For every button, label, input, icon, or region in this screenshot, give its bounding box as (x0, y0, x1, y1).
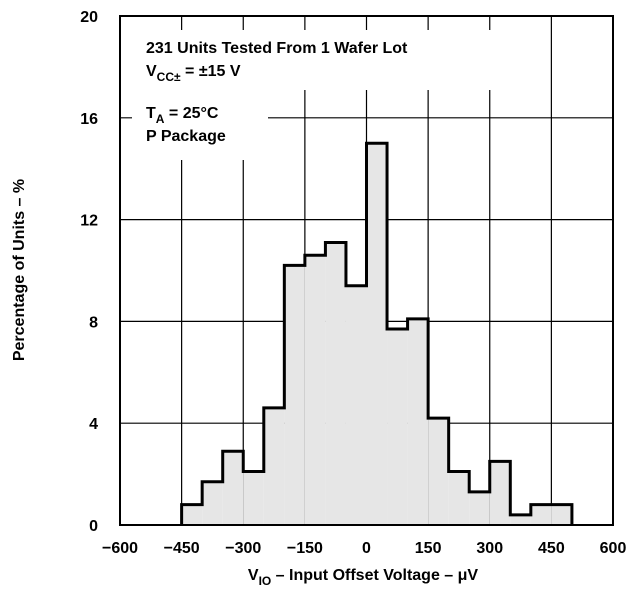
histogram-bar (222, 451, 244, 525)
annotation-box (132, 30, 502, 90)
y-tick-label: 12 (80, 213, 98, 230)
histogram-bar (345, 285, 367, 525)
histogram-bar (428, 418, 449, 525)
histogram-bar (202, 481, 223, 525)
histogram-bar (325, 242, 346, 525)
histogram-bar (469, 491, 490, 525)
histogram-bar (243, 471, 264, 525)
histogram-bar (387, 329, 408, 525)
x-tick-label: 150 (415, 540, 442, 557)
annotation-vcc: VCC± = ±15 V (146, 63, 241, 84)
x-tick-labels: −600 −450 −300 −150 0 150 300 450 600 (102, 540, 626, 557)
histogram-bar (366, 143, 388, 525)
x-tick-label: 300 (476, 540, 503, 557)
y-axis-title: Percentage of Units – % (11, 179, 28, 361)
x-tick-label: 0 (362, 540, 371, 557)
histogram-bar (263, 407, 285, 525)
annotation-package: P Package (146, 128, 226, 145)
x-tick-label: −600 (102, 540, 138, 557)
x-tick-label: 600 (600, 540, 627, 557)
y-tick-labels: 0 4 8 12 16 20 (80, 9, 98, 535)
annotation-units-tested: 231 Units Tested From 1 Wafer Lot (146, 40, 408, 57)
y-tick-label: 16 (80, 111, 98, 128)
x-tick-label: −300 (225, 540, 261, 557)
histogram-bar (407, 318, 429, 525)
histogram-bar (510, 514, 531, 525)
histogram-bar (284, 265, 305, 525)
histogram-bar (448, 471, 470, 525)
histogram-bar (530, 504, 552, 525)
annotation-ta: TA = 25°C (146, 105, 219, 126)
y-tick-label: 8 (89, 314, 98, 331)
y-tick-label: 4 (89, 416, 98, 433)
histogram-bar (551, 504, 572, 525)
x-tick-label: −450 (164, 540, 200, 557)
x-axis-title: VIO – Input Offset Voltage – μV (248, 567, 479, 588)
annotation-box-lower (132, 90, 268, 160)
y-tick-label: 20 (80, 9, 98, 26)
x-tick-label: 450 (538, 540, 565, 557)
histogram-bar (304, 255, 326, 526)
y-tick-label: 0 (89, 518, 98, 535)
plot-frame (119, 15, 614, 526)
x-tick-label: −150 (287, 540, 323, 557)
histogram-bars (181, 143, 572, 526)
histogram-bar (181, 504, 203, 525)
histogram-outline (180, 141, 574, 525)
histogram-bar (489, 461, 511, 525)
